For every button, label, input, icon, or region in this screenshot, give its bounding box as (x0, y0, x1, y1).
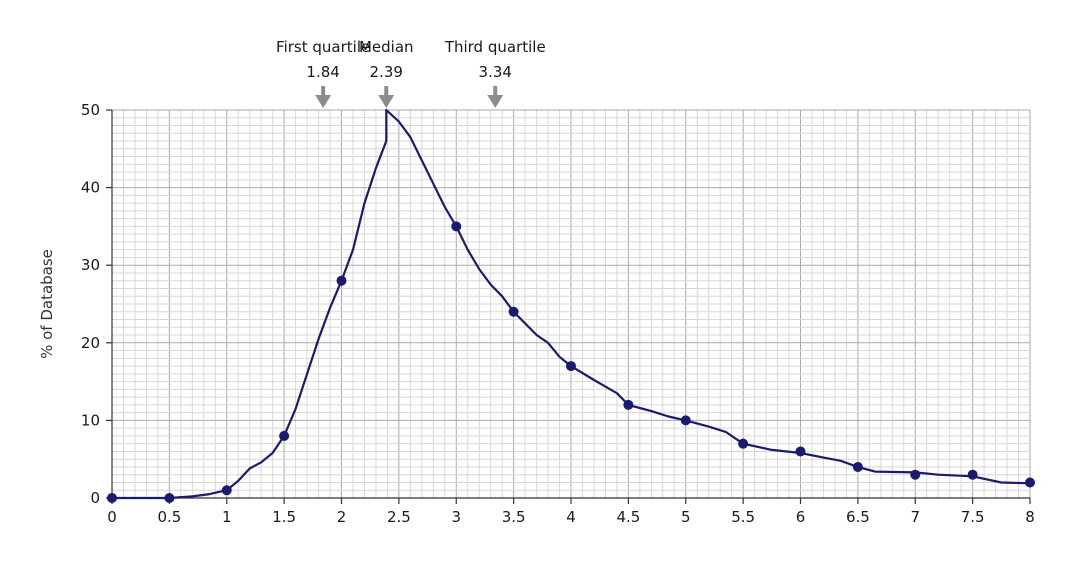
data-point (795, 446, 806, 457)
x-tick-label: 5.5 (731, 508, 755, 526)
data-point (107, 493, 117, 503)
axes: 0 0.5 1 1.5 2 2.5 3 3.5 4 4.5 5 5.5 6 6.5 7 7.5 8 0 10 20 30… (81, 101, 1035, 526)
data-point (1025, 477, 1035, 488)
annotation-value: 2.39 (370, 63, 403, 81)
data-point (451, 221, 462, 232)
x-tick-label: 4 (566, 508, 576, 526)
annotation: Median 2.39 (359, 38, 414, 108)
annotation-label: Third quartile (444, 38, 546, 56)
y-tick-label: 0 (90, 489, 100, 507)
annotation-arrow-head (487, 95, 504, 108)
x-tick-label: 1 (222, 508, 232, 526)
y-tick-label: 30 (81, 256, 100, 274)
annotation-label: First quartile (276, 38, 370, 56)
data-point (967, 469, 978, 480)
annotation-arrow-head (378, 95, 395, 108)
data-point (221, 485, 232, 496)
annotation-value: 1.84 (306, 63, 339, 81)
annotation-arrow-head (315, 95, 332, 108)
x-tick-label: 0.5 (157, 508, 181, 526)
annotation: Third quartile 3.34 (444, 38, 546, 108)
annotation-value: 3.34 (479, 63, 512, 81)
data-point (279, 430, 290, 441)
x-tick-label: 5 (681, 508, 691, 526)
y-tick-label: 10 (81, 411, 100, 429)
data-point (336, 275, 347, 286)
data-point (852, 461, 863, 472)
data-point (508, 306, 519, 317)
x-tick-label: 1.5 (272, 508, 296, 526)
x-tick-label: 3.5 (502, 508, 526, 526)
data-point (623, 399, 634, 410)
y-tick-label: 40 (81, 179, 100, 197)
data-point (566, 361, 576, 372)
x-tick-label: 7.5 (961, 508, 985, 526)
quartile-annotations: First quartile 1.84 Median 2.39 Third quarti… (276, 38, 546, 108)
y-tick-label: 20 (81, 334, 100, 352)
annotation-arrow-stem (384, 86, 389, 97)
data-point (164, 493, 175, 503)
data-point (738, 438, 749, 449)
x-tick-label: 6 (796, 508, 806, 526)
x-tick-label: 2.5 (387, 508, 411, 526)
x-tick-label: 2 (337, 508, 347, 526)
y-tick-label: 50 (81, 101, 100, 119)
x-tick-label: 3 (451, 508, 461, 526)
annotation: First quartile 1.84 (276, 38, 370, 108)
annotation-arrow-stem (321, 86, 326, 97)
grid (111, 109, 1031, 499)
x-tick-label: 7 (910, 508, 920, 526)
x-tick-label: 6.5 (846, 508, 870, 526)
x-tick-label: 8 (1025, 508, 1035, 526)
annotation-arrow-stem (493, 86, 498, 97)
annotation-label: Median (359, 38, 414, 56)
x-tick-label: 0 (107, 508, 117, 526)
x-tick-label: 4.5 (616, 508, 640, 526)
data-point (680, 415, 691, 426)
y-axis-label: % of Database (38, 249, 56, 359)
series-markers (107, 221, 1035, 503)
data-point (910, 469, 921, 480)
